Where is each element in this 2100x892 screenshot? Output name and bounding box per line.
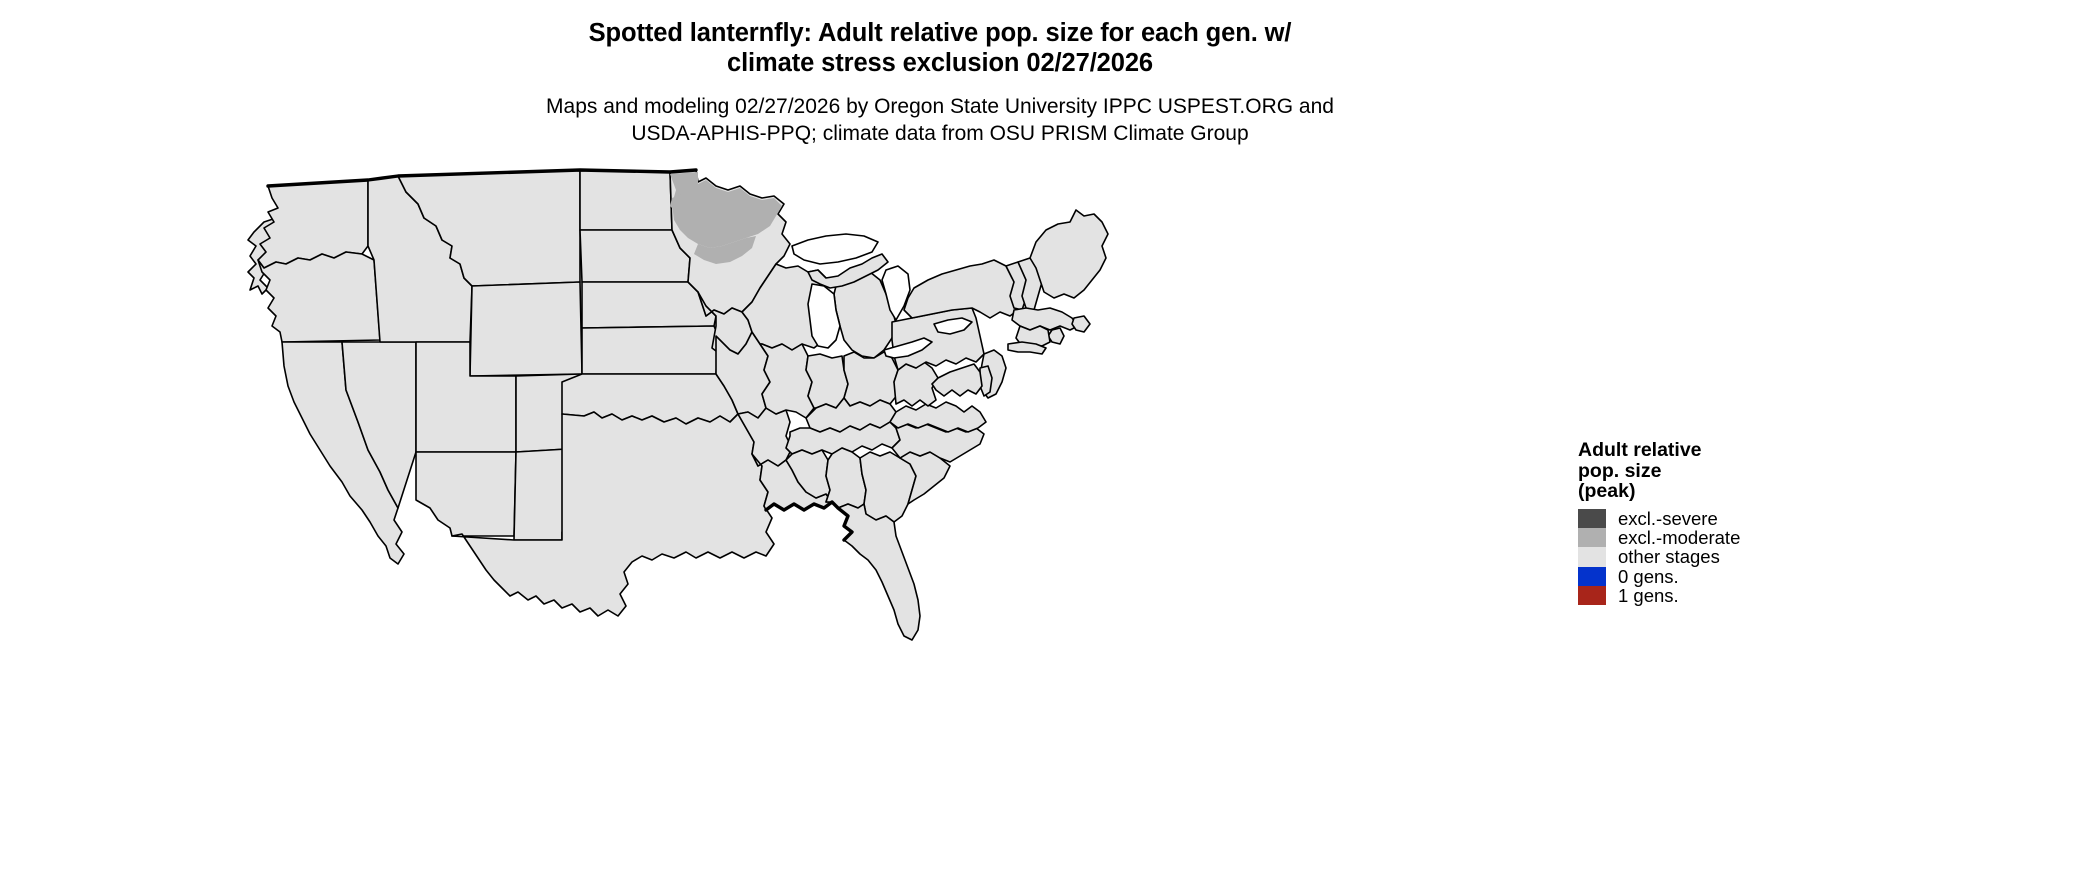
state-kansas[interactable] [581, 325, 719, 375]
legend-title: Adult relative pop. size (peak) [1578, 439, 1702, 502]
state-michigan-upper[interactable] [807, 253, 889, 289]
legend-label-gens-0: 0 gens. [1618, 565, 1679, 587]
map-legend: Adult relative pop. size (peak) excl.-se… [1578, 440, 1908, 605]
island-cape-cod[interactable] [1071, 315, 1091, 333]
title-block: Spotted lanternfly: Adult relative pop. … [0, 18, 1880, 147]
exclusion-moderate-nw-patch [670, 194, 690, 212]
legend-swatch-excl-moderate [1578, 527, 1606, 548]
state-new-york[interactable] [903, 259, 1021, 319]
state-alabama[interactable] [825, 447, 867, 509]
state-ohio[interactable] [843, 351, 899, 407]
state-virginia[interactable] [889, 401, 987, 433]
island-long-island[interactable] [1007, 341, 1047, 355]
legend-swatch-gens-1 [1578, 586, 1606, 606]
state-wyoming[interactable] [469, 281, 583, 377]
state-maine[interactable] [1029, 209, 1109, 299]
exclusion-moderate-minnesota-lobe [694, 236, 756, 264]
legend-swatch-gens-0 [1578, 566, 1606, 587]
us-map-svg [247, 168, 1109, 641]
exclusion-moderate-northern-minnesota [670, 172, 782, 248]
legend-item-gens-0[interactable]: 0 gens. [1578, 565, 1908, 587]
state-arizona[interactable] [415, 451, 517, 537]
legend-item-list: excl.-severe excl.-moderate other stages… [1578, 507, 1908, 605]
lake-erie [883, 337, 933, 359]
state-north-dakota[interactable] [579, 169, 673, 231]
legend-label-excl-moderate: excl.-moderate [1618, 526, 1741, 548]
lake-ontario [933, 317, 973, 335]
state-maryland[interactable] [931, 363, 983, 397]
legend-item-excl-severe[interactable]: excl.-severe [1578, 507, 1908, 529]
state-florida[interactable] [837, 503, 921, 641]
lake-huron [881, 265, 911, 321]
state-georgia[interactable] [859, 451, 917, 523]
legend-label-gens-1: 1 gens. [1618, 585, 1679, 607]
legend-swatch-other-stages [1578, 547, 1606, 567]
state-oregon[interactable] [257, 251, 381, 343]
page-title: Spotted lanternfly: Adult relative pop. … [588, 19, 1292, 77]
border-canada-north [266, 168, 698, 188]
border-gulf-coast [764, 500, 854, 542]
legend-swatch-excl-severe [1578, 508, 1606, 528]
state-south-dakota[interactable] [579, 229, 691, 283]
legend-item-excl-moderate[interactable]: excl.-moderate [1578, 526, 1908, 548]
legend-label-excl-severe: excl.-severe [1618, 507, 1718, 529]
lake-michigan [807, 283, 841, 349]
state-texas[interactable] [451, 411, 775, 617]
lake-superior [791, 233, 879, 265]
state-pennsylvania[interactable] [891, 307, 985, 371]
us-map[interactable] [246, 160, 1576, 880]
legend-item-other-stages[interactable]: other stages [1578, 546, 1908, 568]
legend-item-gens-1[interactable]: 1 gens. [1578, 586, 1908, 605]
page-subtitle: Maps and modeling 02/27/2026 by Oregon S… [546, 95, 1334, 145]
legend-label-other-stages: other stages [1618, 546, 1720, 568]
